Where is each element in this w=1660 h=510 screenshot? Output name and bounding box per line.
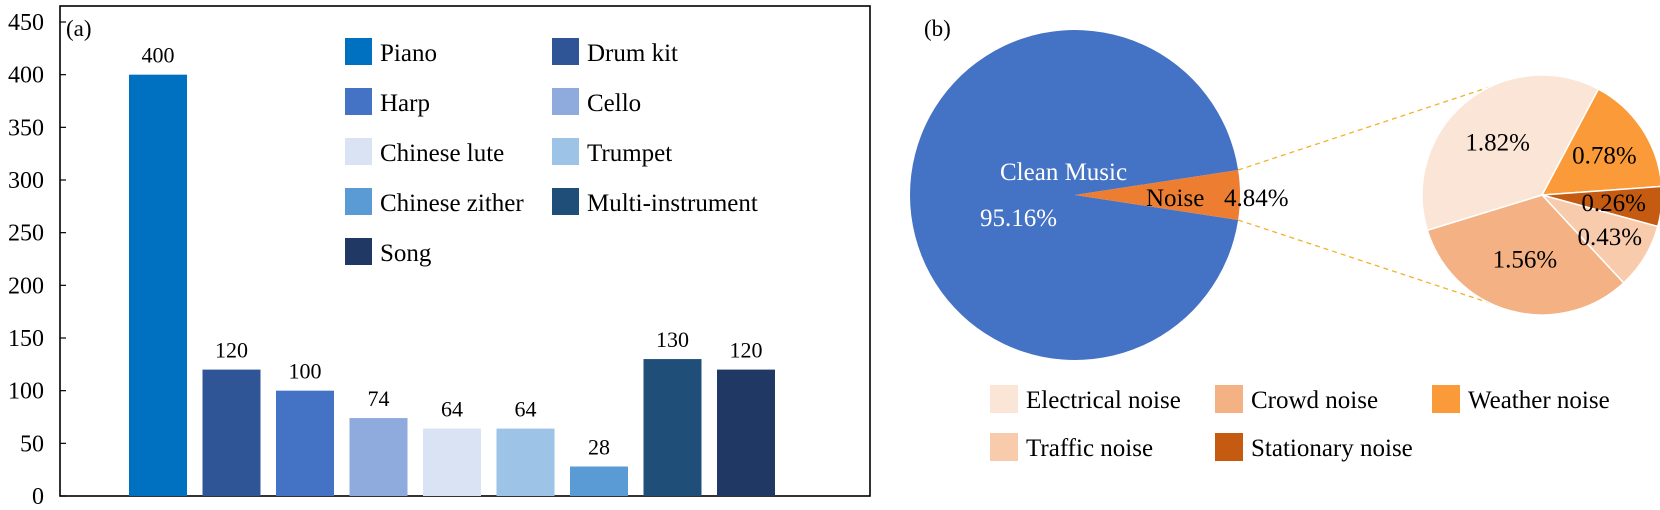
connector-line-top: [1237, 86, 1490, 171]
pie-value-noise: 4.84%: [1224, 185, 1289, 212]
bar-piano: [129, 74, 187, 497]
pie-legend-label-crowd-noise: Crowd noise: [1251, 387, 1378, 414]
pie-legend-swatch-crowd-noise: [1215, 385, 1243, 413]
pie-chart-panel: (b) Clean Music 95.16% Noise 4.84% 0.78%…: [910, 16, 1660, 462]
y-tick-label-200: 200: [8, 273, 44, 299]
legend-label-harp: Harp: [380, 90, 430, 117]
bar-data-labels: 400 120 100 74 64 64 28 130 120: [142, 43, 763, 460]
bar-value-label-drum-kit: 120: [215, 338, 248, 363]
legend-swatch-drum-kit: [552, 38, 579, 65]
pie-legend: Electrical noise Crowd noise Weather noise…: [990, 385, 1610, 462]
pie-slice-electrical-noise: [1421, 74, 1600, 232]
y-tick-label-100: 100: [8, 379, 44, 405]
bar-chinese-lute: [423, 428, 481, 496]
legend-label-trumpet: Trumpet: [587, 140, 672, 167]
legend-label-piano: Piano: [380, 40, 437, 67]
pie-legend-label-weather-noise: Weather noise: [1468, 387, 1610, 414]
connector-line-bottom: [1237, 219, 1490, 304]
main-pie-labels: Clean Music 95.16% Noise 4.84%: [980, 159, 1289, 232]
y-tick-label-150: 150: [8, 326, 44, 352]
legend-label-chinese-zither: Chinese zither: [380, 190, 524, 217]
bar-value-label-song: 120: [730, 338, 763, 363]
bar-song: [717, 369, 775, 496]
bar-chinese-zither: [570, 466, 628, 496]
y-axis: 0 50 100 150 200 250 300 350 400 450: [8, 10, 66, 510]
legend-label-chinese-lute: Chinese lute: [380, 140, 504, 167]
panel-label-b: (b): [924, 16, 951, 41]
legend-label-drum-kit: Drum kit: [587, 40, 678, 67]
legend-swatch-trumpet: [552, 138, 579, 165]
legend-swatch-chinese-lute: [345, 138, 372, 165]
pie-slice-clean-music: [910, 29, 1239, 360]
pie-slice-weather-noise: [1540, 88, 1660, 196]
bar-value-label-piano: 400: [142, 43, 175, 68]
legend-swatch-piano: [345, 38, 372, 65]
pie-legend-swatch-traffic-noise: [990, 433, 1018, 461]
y-tick-label-50: 50: [20, 431, 44, 457]
legend-swatch-chinese-zither: [345, 188, 372, 215]
legend-label-song: Song: [380, 240, 432, 267]
pie-value-label-stationary-noise: 0.26%: [1581, 190, 1646, 217]
legend-label-cello: Cello: [587, 90, 641, 117]
y-tick-label-250: 250: [8, 221, 44, 247]
legend-swatch-multi-instrument: [552, 188, 579, 215]
bar-value-label-chinese-lute: 64: [441, 397, 463, 422]
bar-value-label-harp: 100: [289, 359, 322, 384]
panel-label-a: (a): [66, 16, 92, 41]
legend-swatch-harp: [345, 88, 372, 115]
bar-harp: [276, 390, 334, 496]
y-tick-label-0: 0: [32, 484, 44, 510]
pie-legend-label-electrical-noise: Electrical noise: [1026, 387, 1181, 414]
pie-value-label-electrical-noise: 1.82%: [1465, 129, 1530, 156]
pie-value-label-weather-noise: 0.78%: [1572, 142, 1637, 169]
bar-value-label-trumpet: 64: [515, 397, 537, 422]
legend-label-multi-instrument: Multi-instrument: [587, 190, 758, 217]
main-pie: [910, 29, 1241, 360]
y-tick-label-350: 350: [8, 115, 44, 141]
pie-legend-swatch-weather-noise: [1432, 385, 1460, 413]
pie-legend-label-traffic-noise: Traffic noise: [1026, 435, 1153, 462]
pie-value-label-crowd-noise: 1.56%: [1493, 247, 1558, 274]
y-tick-label-400: 400: [8, 63, 44, 89]
bar-legend: Piano Drum kit Harp Cello Chinese lute Trumpe…: [345, 38, 758, 267]
pie-legend-swatch-stationary-noise: [1215, 433, 1243, 461]
pie-legend-swatch-electrical-noise: [990, 385, 1018, 413]
bar-value-label-multi-instrument: 130: [656, 327, 689, 352]
bars: [129, 74, 775, 497]
bar-chart-panel: (a) 0 50 100 150 200 250 300 350 400 450 400 120 10…: [8, 5, 871, 510]
pie-value-clean-music: 95.16%: [980, 205, 1057, 232]
bar-multi-instrument: [643, 359, 702, 496]
pie-value-label-traffic-noise: 0.43%: [1577, 224, 1642, 251]
bar-cello: [349, 418, 408, 496]
pie-slice-crowd-noise: [1426, 194, 1625, 316]
pie-connector-lines: [1237, 86, 1490, 304]
y-tick-label-450: 450: [8, 10, 44, 36]
bar-trumpet: [496, 428, 555, 496]
bar-drum-kit: [202, 369, 261, 496]
pie-slice-noise: [1075, 170, 1241, 220]
y-tick-label-300: 300: [8, 168, 44, 194]
pie-legend-label-stationary-noise: Stationary noise: [1251, 435, 1413, 462]
legend-swatch-song: [345, 238, 372, 265]
legend-swatch-cello: [552, 88, 579, 115]
pie-label-noise: Noise: [1146, 185, 1204, 212]
breakdown-pie: [1421, 74, 1660, 316]
bar-value-label-chinese-zither: 28: [588, 435, 610, 460]
bar-value-label-cello: 74: [368, 386, 390, 411]
breakdown-pie-labels: 0.78% 0.26% 0.43% 1.56% 1.82%: [1465, 129, 1646, 273]
pie-label-clean-music: Clean Music: [1000, 159, 1127, 186]
